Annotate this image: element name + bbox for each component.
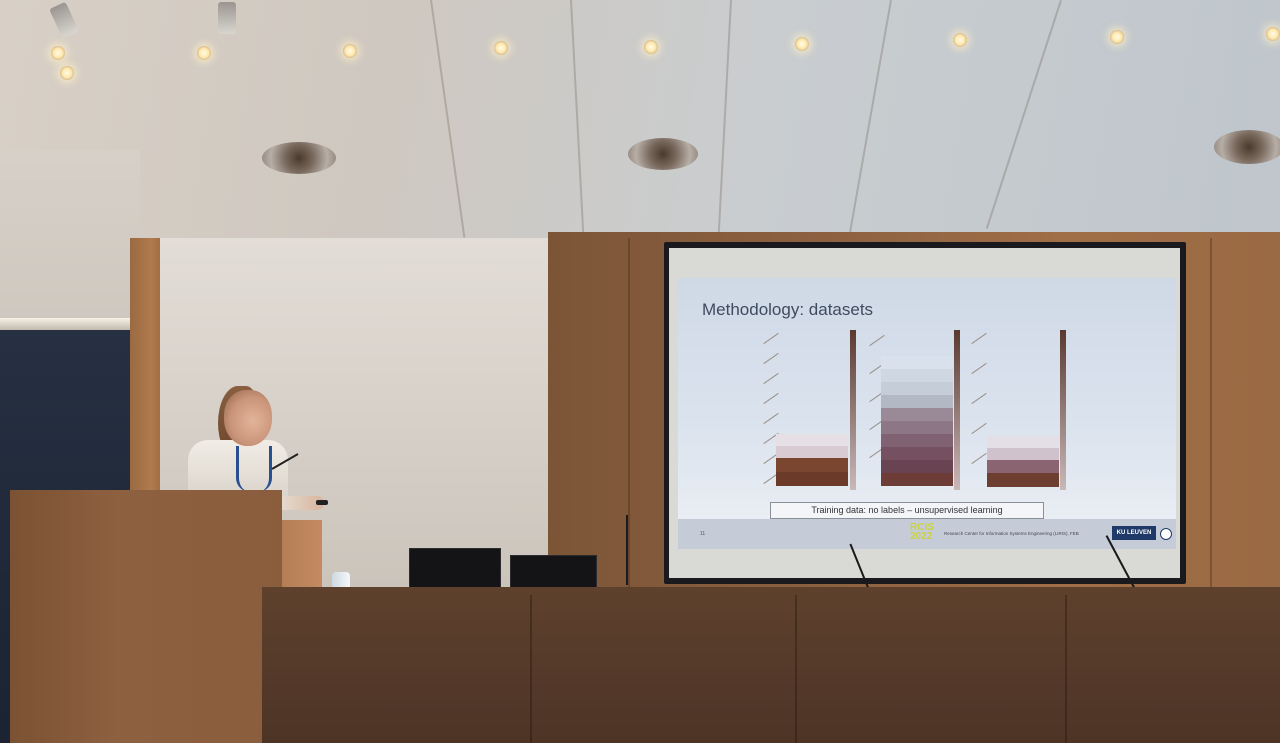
wood-joint — [628, 238, 630, 598]
conference-logo: RCIS 2022 — [910, 522, 934, 542]
color-scale — [850, 330, 856, 490]
ceiling-light — [1266, 27, 1280, 41]
university-logo: KU LEUVEN — [1112, 526, 1156, 540]
color-scale — [954, 330, 960, 490]
axis-tick — [763, 412, 779, 425]
slide-caption: Training data: no labels – unsupervised … — [770, 502, 1044, 519]
bar-segment — [881, 382, 953, 395]
university-seal-icon — [1160, 528, 1172, 540]
wall-light-strip — [0, 318, 135, 332]
color-scale — [1060, 330, 1066, 490]
bar-segment — [881, 356, 953, 369]
bar-segment — [881, 369, 953, 382]
desk-microphone — [626, 515, 628, 585]
axis-tick — [763, 372, 779, 385]
ceiling-vent — [262, 142, 336, 174]
dataset-bar-1 — [776, 434, 848, 486]
bar-segment — [881, 460, 953, 473]
axis-tick — [971, 452, 987, 465]
dataset-bar-2 — [881, 356, 953, 486]
bar-segment — [881, 473, 953, 486]
bar-segment — [881, 434, 953, 447]
speaker-arm — [272, 496, 324, 510]
ceiling-light — [60, 66, 74, 80]
presentation-clicker — [316, 500, 328, 505]
ceiling-spotlight — [218, 2, 236, 34]
slide-footer: 11 RCIS 2022 Research Center for Informa… — [678, 519, 1176, 549]
slide-title: Methodology: datasets — [702, 300, 874, 319]
ceiling-light — [953, 33, 967, 47]
bar-segment — [987, 436, 1059, 448]
desk-panel-line — [795, 595, 797, 743]
bar-segment — [987, 448, 1059, 460]
presentation-slide: Methodology: datasets — [678, 278, 1176, 549]
desk-panel-line — [530, 595, 532, 743]
wood-joint — [1210, 238, 1212, 598]
axis-tick — [971, 362, 987, 375]
bar-segment — [776, 434, 848, 446]
bar-segment — [881, 395, 953, 408]
ceiling-light — [1110, 30, 1124, 44]
ceiling-light — [795, 37, 809, 51]
panel-desk — [262, 587, 1280, 743]
bar-segment — [776, 472, 848, 486]
slide-number: 11 — [700, 531, 706, 537]
laptop — [409, 548, 501, 590]
dataset-bar-3 — [987, 436, 1059, 487]
bar-segment — [881, 408, 953, 421]
bar-segment — [987, 473, 1059, 487]
bar-segment — [987, 460, 1059, 473]
podium — [10, 490, 282, 743]
axis-tick — [971, 422, 987, 435]
laptop — [510, 555, 597, 590]
axis-tick — [869, 334, 885, 347]
axis-tick — [763, 332, 779, 345]
axis-tick — [763, 352, 779, 365]
ceiling — [0, 0, 1280, 238]
axis-tick — [971, 332, 987, 345]
ceiling-vent — [628, 138, 698, 170]
speaker-head — [224, 390, 272, 446]
bar-segment — [776, 458, 848, 472]
ceiling-vent — [1214, 130, 1280, 164]
water-bottle — [332, 572, 350, 588]
ceiling-light — [494, 41, 508, 55]
axis-tick — [763, 392, 779, 405]
footer-text: Research Center for Information Systems … — [944, 531, 1079, 536]
ceiling-light — [343, 44, 357, 58]
bar-segment — [881, 421, 953, 434]
ceiling-light — [644, 40, 658, 54]
axis-tick — [971, 392, 987, 405]
desk-panel-line — [1065, 595, 1067, 743]
bar-segment — [881, 447, 953, 460]
ceiling-light — [51, 46, 65, 60]
ceiling-light — [197, 46, 211, 60]
bar-segment — [776, 446, 848, 458]
lanyard — [236, 446, 272, 492]
